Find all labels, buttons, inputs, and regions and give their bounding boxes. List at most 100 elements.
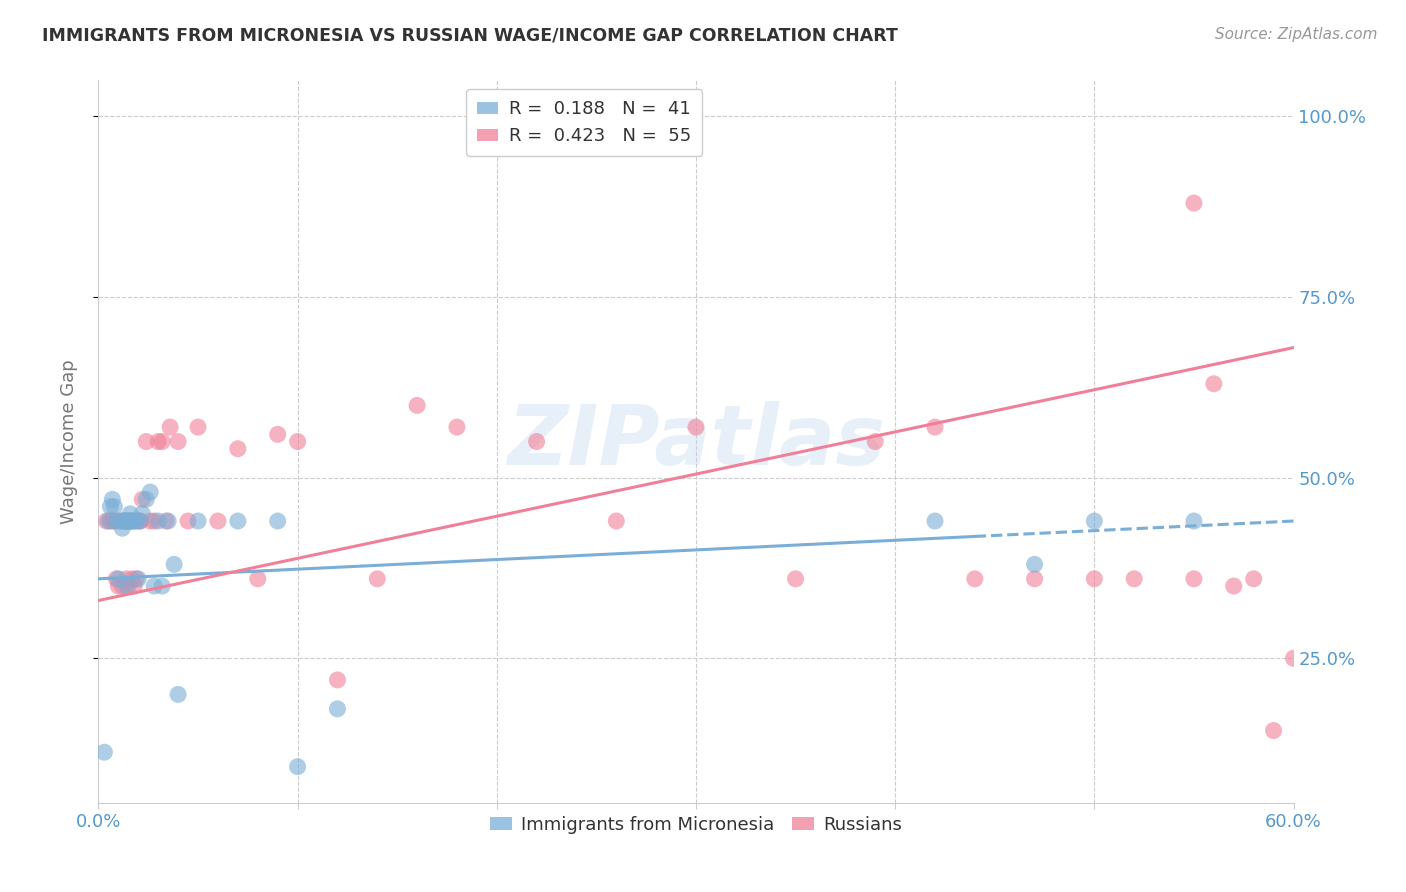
Point [103, 514, 125, 528]
Point [110, 514, 132, 528]
Point [129, 514, 152, 528]
Point [125, 572, 148, 586]
Point [150, 579, 173, 593]
Point [121, 514, 143, 528]
Point [111, 579, 134, 593]
Point [1182, 514, 1205, 528]
Point [96, 514, 118, 528]
Point [139, 485, 162, 500]
Point [105, 572, 128, 586]
Point [101, 514, 124, 528]
Point [124, 514, 146, 528]
Point [785, 572, 807, 586]
Point [187, 514, 209, 528]
Point [120, 507, 142, 521]
Point [127, 514, 149, 528]
Point [207, 514, 229, 528]
Point [121, 572, 143, 586]
Point [127, 572, 149, 586]
Point [1083, 514, 1105, 528]
Text: Source: ZipAtlas.com: Source: ZipAtlas.com [1215, 27, 1378, 42]
Point [163, 558, 186, 572]
Point [97, 514, 120, 528]
Point [148, 434, 170, 449]
Point [111, 521, 134, 535]
Y-axis label: Wage/Income Gap: Wage/Income Gap [59, 359, 77, 524]
Point [125, 514, 148, 528]
Point [1024, 572, 1046, 586]
Point [117, 514, 139, 528]
Point [124, 579, 146, 593]
Point [287, 434, 309, 449]
Point [605, 514, 627, 528]
Point [1182, 196, 1205, 211]
Point [1282, 651, 1305, 665]
Point [131, 492, 153, 507]
Point [1182, 572, 1205, 586]
Point [177, 514, 200, 528]
Point [155, 514, 177, 528]
Point [135, 492, 157, 507]
Point [267, 514, 290, 528]
Point [1243, 572, 1265, 586]
Point [326, 673, 349, 687]
Point [105, 514, 128, 528]
Point [115, 514, 138, 528]
Point [326, 702, 349, 716]
Point [107, 572, 129, 586]
Point [924, 514, 946, 528]
Point [1202, 376, 1225, 391]
Point [143, 514, 166, 528]
Point [366, 572, 388, 586]
Point [112, 514, 135, 528]
Point [246, 572, 269, 586]
Point [120, 514, 142, 528]
Point [139, 514, 162, 528]
Point [110, 514, 132, 528]
Point [101, 492, 124, 507]
Point [112, 514, 135, 528]
Point [167, 687, 190, 701]
Point [112, 514, 135, 528]
Point [167, 434, 190, 449]
Point [187, 420, 209, 434]
Point [226, 442, 249, 456]
Text: IMMIGRANTS FROM MICRONESIA VS RUSSIAN WAGE/INCOME GAP CORRELATION CHART: IMMIGRANTS FROM MICRONESIA VS RUSSIAN WA… [42, 27, 898, 45]
Point [1223, 579, 1246, 593]
Point [267, 427, 290, 442]
Point [1263, 723, 1285, 738]
Point [1024, 558, 1046, 572]
Point [98, 500, 122, 514]
Point [159, 420, 181, 434]
Point [446, 420, 468, 434]
Point [115, 514, 138, 528]
Point [131, 507, 153, 521]
Point [157, 514, 180, 528]
Point [129, 514, 152, 528]
Point [98, 514, 122, 528]
Point [148, 514, 170, 528]
Point [406, 398, 429, 412]
Point [526, 434, 548, 449]
Point [115, 579, 138, 593]
Point [115, 572, 138, 586]
Point [103, 500, 125, 514]
Point [685, 420, 707, 434]
Point [93, 745, 115, 759]
Point [287, 760, 309, 774]
Point [143, 579, 166, 593]
Point [924, 420, 946, 434]
Legend: Immigrants from Micronesia, Russians: Immigrants from Micronesia, Russians [484, 808, 908, 841]
Point [865, 434, 887, 449]
Point [107, 579, 129, 593]
Point [226, 514, 249, 528]
Point [963, 572, 986, 586]
Point [120, 514, 142, 528]
Point [1123, 572, 1146, 586]
Point [1083, 572, 1105, 586]
Point [117, 514, 139, 528]
Point [150, 434, 173, 449]
Point [135, 434, 157, 449]
Text: ZIPatlas: ZIPatlas [508, 401, 884, 482]
Point [117, 579, 139, 593]
